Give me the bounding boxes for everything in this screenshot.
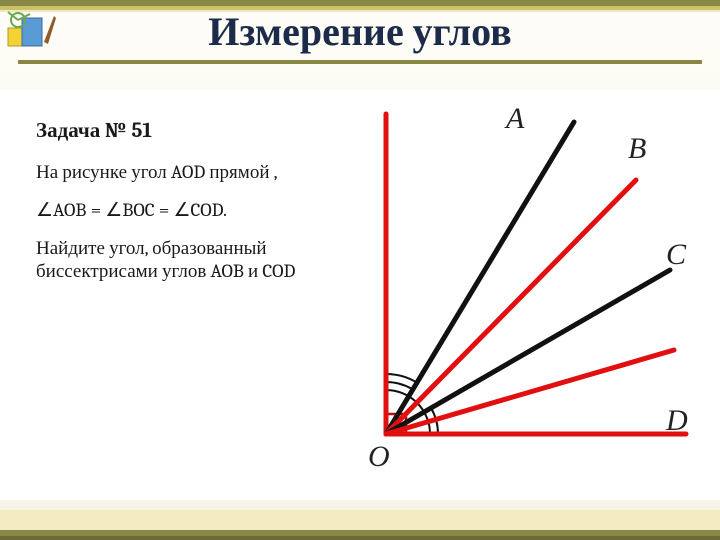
title-underline	[18, 60, 702, 64]
slide: Измерение углов Задача № 51 На рисунке у…	[0, 0, 720, 540]
task-label: Задача № 51	[36, 118, 346, 143]
task-line-2: ∠AOB = ∠BOC = ∠COD.	[36, 199, 346, 223]
task-line-1: На рисунке угол AOD прямой ,	[36, 161, 346, 185]
point-label-A: A	[506, 102, 524, 136]
decor-band-bot0	[0, 510, 720, 530]
angle-diagram: A B C D O	[330, 108, 700, 488]
point-label-O: O	[368, 440, 390, 474]
diagram-area: A B C D O	[346, 118, 700, 480]
point-label-B: B	[628, 132, 646, 166]
task-text: Задача № 51 На рисунке угол AOD прямой ,…	[36, 118, 346, 480]
decor-band-bot2	[0, 536, 720, 540]
point-label-C: C	[666, 238, 686, 272]
content-area: Задача № 51 На рисунке угол AOD прямой ,…	[0, 90, 720, 500]
point-label-D: D	[666, 404, 688, 438]
page-title: Измерение углов	[0, 8, 720, 55]
task-line-3: Найдите угол, образованный биссектрисами…	[36, 237, 346, 285]
